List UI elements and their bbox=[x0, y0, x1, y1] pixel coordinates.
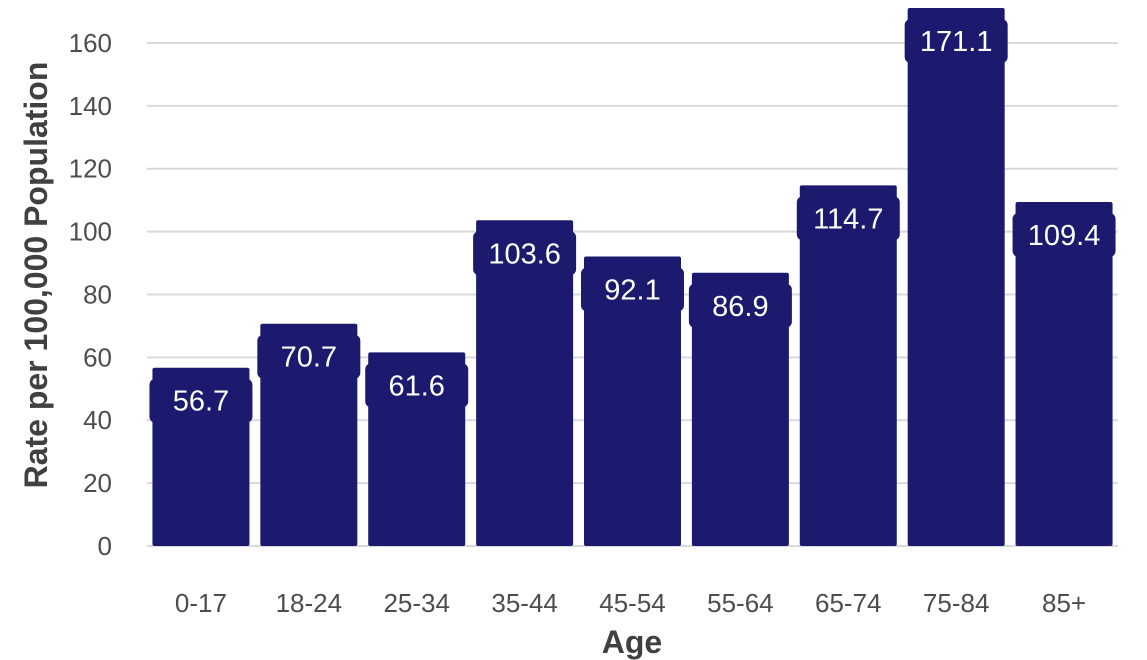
bar-75-84 bbox=[907, 8, 1005, 547]
bar-label-background bbox=[473, 231, 577, 276]
x-tick-label: 55-64 bbox=[707, 588, 774, 618]
x-tick-label: 85+ bbox=[1042, 588, 1086, 618]
bar-label-background bbox=[581, 267, 684, 312]
y-tick-label: 140 bbox=[69, 91, 112, 121]
bar-label-background bbox=[904, 19, 1008, 64]
bar-label-background bbox=[1012, 213, 1116, 258]
y-tick-label: 160 bbox=[69, 28, 112, 58]
bar-35-44 bbox=[476, 220, 574, 546]
y-tick-label: 80 bbox=[83, 279, 112, 309]
x-tick-label: 18-24 bbox=[276, 588, 343, 618]
bar-value-label: 61.6 bbox=[388, 370, 444, 402]
bar-45-54 bbox=[584, 256, 681, 546]
bar-value-label: 103.6 bbox=[488, 238, 561, 270]
x-tick-label: 65-74 bbox=[815, 588, 882, 618]
bars bbox=[152, 8, 1113, 547]
x-axis-ticks: 0-17 18-24 25-34 35-44 45-54 55-64 65-74 75-84 8… bbox=[175, 588, 1086, 618]
bar-value-labels: 56.7 70.7 61.6 103.6 92.1 86.9 114.7 171.1 109.4 bbox=[149, 19, 1116, 423]
bar-label-background bbox=[796, 196, 900, 241]
y-tick-label: 40 bbox=[83, 405, 112, 435]
x-tick-label: 25-34 bbox=[383, 588, 450, 618]
y-axis-ticks: 0 20 40 60 80 100 120 140 160 bbox=[69, 28, 112, 561]
x-tick-label: 0-17 bbox=[175, 588, 227, 618]
y-tick-label: 20 bbox=[83, 468, 112, 498]
bar-label-background bbox=[688, 283, 792, 328]
bar-55-64 bbox=[691, 272, 789, 546]
bar-label-background bbox=[149, 378, 253, 423]
y-tick-label: 60 bbox=[83, 342, 112, 372]
bar-value-label: 92.1 bbox=[604, 274, 660, 306]
bar-value-label: 70.7 bbox=[281, 342, 337, 374]
bar-value-label: 86.9 bbox=[712, 291, 768, 323]
x-tick-label: 35-44 bbox=[491, 588, 558, 618]
bar-value-label: 56.7 bbox=[173, 386, 229, 418]
bar-18-24 bbox=[260, 323, 358, 546]
y-tick-label: 0 bbox=[98, 531, 112, 561]
x-tick-label: 75-84 bbox=[923, 588, 990, 618]
y-axis-title: Rate per 100,000 Population bbox=[18, 62, 54, 489]
bar-label-background bbox=[365, 363, 469, 408]
bar-value-label: 171.1 bbox=[920, 26, 993, 58]
x-axis-title: Age bbox=[602, 624, 662, 660]
bar-value-label: 114.7 bbox=[813, 203, 883, 235]
bar-85+ bbox=[1015, 202, 1113, 547]
y-tick-label: 100 bbox=[69, 217, 112, 247]
bar-65-74 bbox=[799, 185, 897, 547]
bar-label-background bbox=[257, 334, 361, 379]
bar-value-label: 109.4 bbox=[1028, 220, 1101, 252]
y-tick-label: 120 bbox=[69, 154, 112, 184]
x-tick-label: 45-54 bbox=[599, 588, 666, 618]
